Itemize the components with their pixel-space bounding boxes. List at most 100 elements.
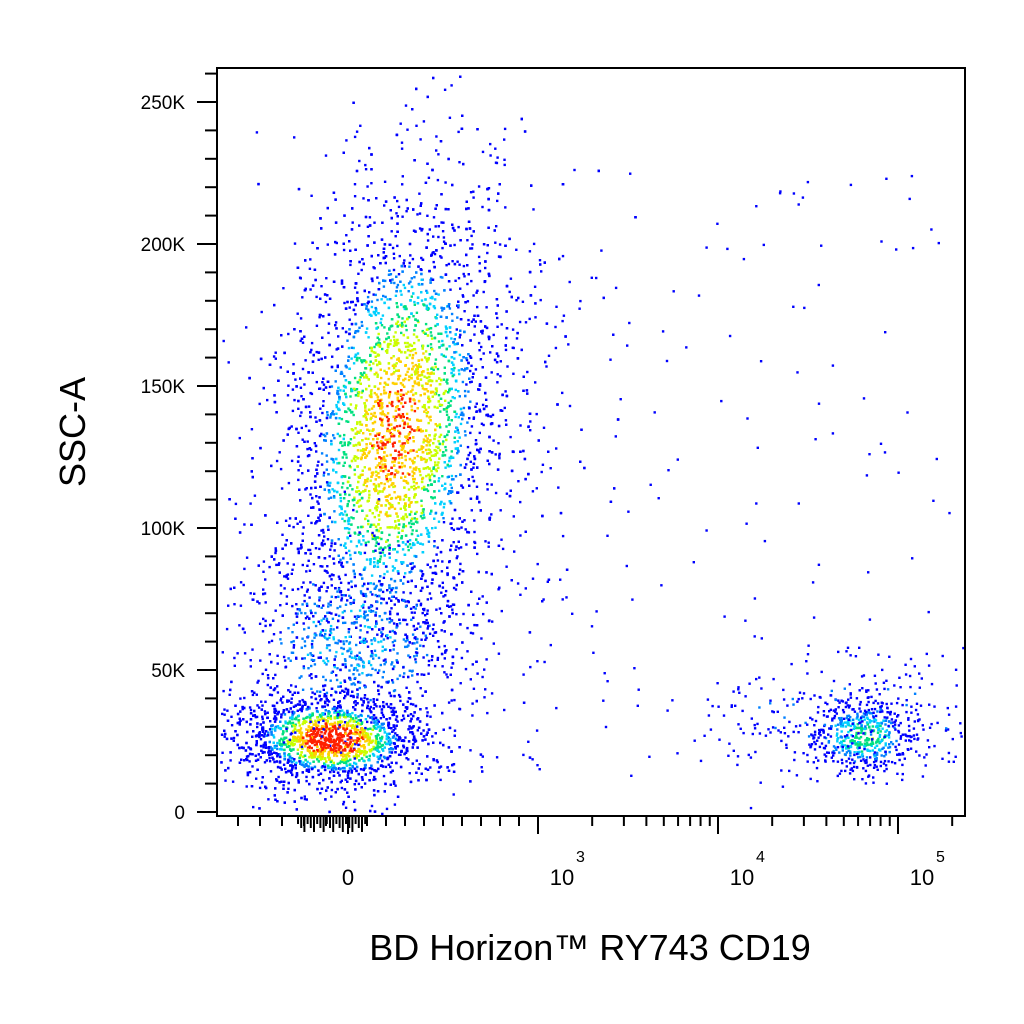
event-dot — [411, 543, 415, 547]
event-dot — [389, 649, 392, 652]
event-dot — [447, 416, 450, 419]
event-dot — [422, 438, 426, 441]
event-dot — [245, 326, 248, 329]
event-dot — [325, 454, 328, 457]
event-dot — [410, 570, 413, 573]
event-dot — [456, 426, 459, 430]
event-dot — [375, 541, 378, 544]
event-dot — [390, 423, 393, 426]
event-dot — [384, 504, 387, 507]
event-dot — [470, 247, 474, 250]
event-dot — [363, 600, 367, 603]
event-dot — [413, 382, 417, 385]
event-dot — [384, 495, 387, 498]
event-dot — [534, 381, 537, 384]
event-dot — [227, 361, 230, 364]
event-dot — [397, 342, 400, 345]
event-dot — [345, 456, 348, 459]
event-dot — [540, 270, 543, 273]
event-dot — [503, 127, 507, 131]
event-dot — [302, 622, 305, 625]
event-dot — [432, 390, 435, 394]
event-dot — [380, 423, 383, 427]
event-dot — [338, 434, 342, 438]
event-dot — [373, 345, 376, 349]
event-dot — [415, 450, 418, 453]
event-dot — [393, 803, 397, 806]
event-dot — [342, 803, 345, 806]
event-dot — [388, 526, 392, 529]
event-dot — [357, 499, 360, 503]
event-dot — [315, 521, 318, 524]
event-dot — [461, 641, 464, 644]
event-dot — [388, 437, 391, 441]
event-dot — [375, 698, 379, 701]
event-dot — [463, 430, 467, 433]
event-dot — [344, 307, 348, 310]
event-dot — [387, 362, 391, 365]
event-dot — [450, 84, 453, 87]
event-dot — [343, 403, 346, 406]
event-dot — [358, 498, 361, 502]
event-dot — [531, 577, 535, 580]
event-dot — [417, 359, 420, 362]
event-dot — [402, 479, 406, 482]
event-dot — [401, 442, 404, 445]
event-dot — [376, 375, 379, 378]
event-dot — [293, 242, 297, 245]
event-dot — [376, 326, 380, 329]
event-dot — [457, 225, 460, 229]
event-dot — [390, 435, 393, 438]
event-dot — [487, 226, 490, 229]
event-dot — [303, 599, 306, 603]
event-dot — [415, 429, 419, 432]
event-dot — [365, 399, 368, 402]
event-dot — [342, 286, 346, 289]
event-dot — [436, 658, 439, 661]
event-dot — [295, 657, 298, 660]
event-dot — [397, 519, 400, 522]
event-dot — [348, 476, 351, 479]
event-dot — [376, 565, 380, 568]
event-dot — [649, 483, 652, 486]
event-dot — [338, 577, 341, 581]
event-dot — [441, 475, 444, 478]
event-dot — [392, 355, 395, 358]
event-dot — [325, 416, 329, 420]
event-dot — [487, 335, 490, 339]
event-dot — [437, 235, 440, 239]
event-dot — [406, 472, 410, 475]
event-dot — [454, 548, 457, 551]
event-dot — [384, 658, 387, 661]
event-dot — [405, 439, 409, 443]
event-dot — [378, 518, 381, 521]
event-dot — [448, 387, 451, 391]
event-dot — [346, 711, 349, 714]
event-dot — [274, 351, 277, 354]
event-dot — [392, 344, 396, 347]
event-dot — [369, 369, 372, 372]
event-dot — [332, 557, 335, 560]
event-dot — [391, 503, 394, 507]
event-dot — [330, 457, 333, 461]
event-dot — [365, 514, 369, 517]
event-dot — [383, 554, 386, 557]
event-dot — [475, 485, 479, 488]
event-dot — [408, 513, 412, 516]
event-dot — [280, 487, 284, 490]
event-dot — [498, 586, 501, 590]
event-dot — [312, 353, 315, 357]
event-dot — [496, 316, 499, 320]
event-dot — [469, 191, 473, 194]
event-dot — [428, 474, 432, 478]
event-dot — [375, 393, 378, 396]
event-dot — [444, 325, 448, 328]
event-dot — [426, 532, 429, 535]
event-dot — [302, 581, 305, 584]
event-dot — [453, 338, 456, 341]
event-dot — [356, 654, 359, 657]
event-dot — [266, 398, 269, 402]
event-dot — [398, 359, 401, 363]
event-dot — [381, 627, 385, 630]
event-dot — [383, 457, 386, 460]
